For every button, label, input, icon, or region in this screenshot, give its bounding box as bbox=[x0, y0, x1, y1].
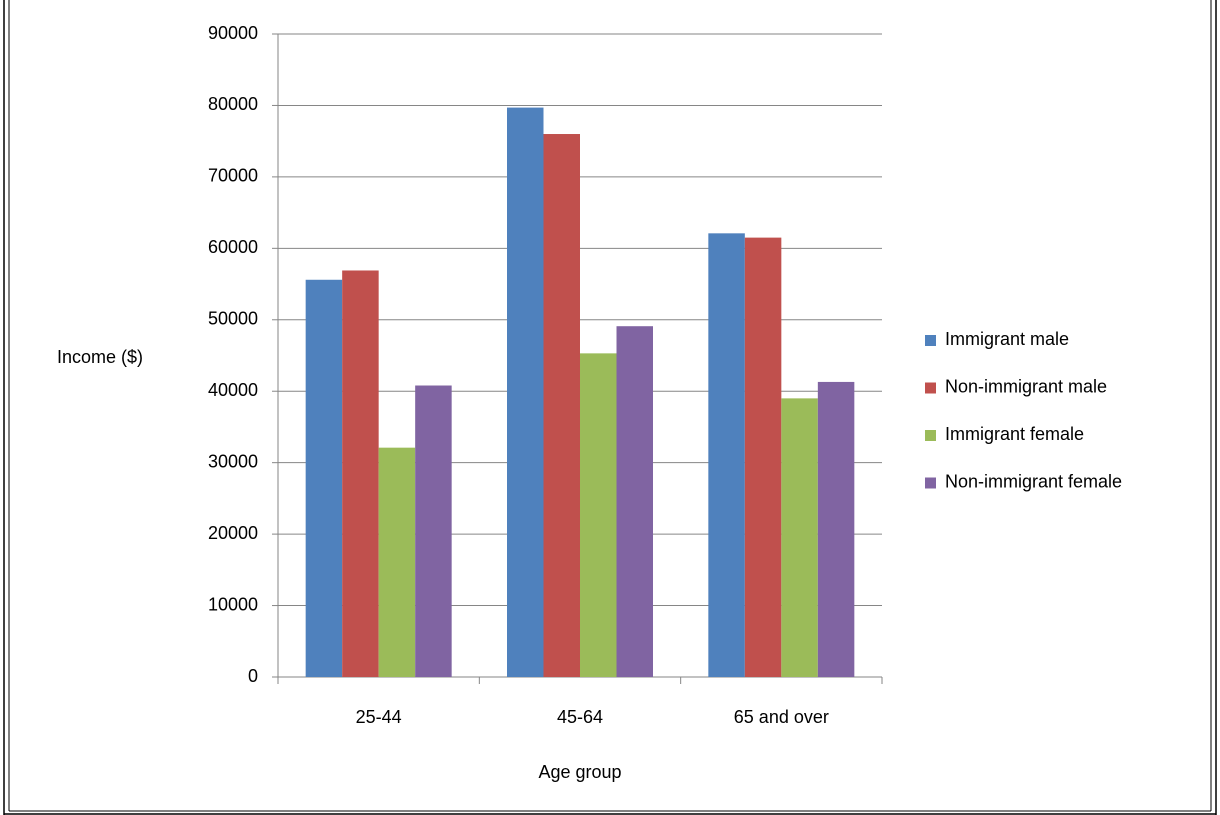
y-tick-label: 0 bbox=[248, 666, 258, 686]
bar bbox=[781, 398, 818, 677]
bar bbox=[708, 233, 745, 677]
y-tick-label: 50000 bbox=[208, 309, 258, 329]
y-tick-label: 80000 bbox=[208, 94, 258, 114]
bar bbox=[378, 447, 416, 677]
x-axis-label: Age group bbox=[538, 762, 621, 782]
bar bbox=[305, 279, 343, 677]
bar bbox=[543, 134, 580, 677]
y-tick-label: 70000 bbox=[208, 166, 258, 186]
bar bbox=[616, 326, 653, 677]
y-tick-label: 40000 bbox=[208, 380, 258, 400]
bar bbox=[817, 381, 855, 677]
bar bbox=[507, 107, 544, 678]
bar bbox=[580, 353, 617, 677]
bar bbox=[342, 270, 379, 677]
x-tick-label: 45-64 bbox=[557, 707, 603, 727]
legend-swatch bbox=[925, 382, 936, 394]
legend-label: Non-immigrant female bbox=[945, 471, 1122, 491]
bar bbox=[744, 237, 782, 677]
legend-swatch bbox=[925, 477, 936, 489]
legend-swatch bbox=[925, 335, 936, 346]
y-tick-label: 20000 bbox=[208, 523, 258, 543]
y-tick-label: 10000 bbox=[208, 594, 258, 614]
y-tick-label: 60000 bbox=[208, 237, 258, 257]
y-tick-label: 30000 bbox=[208, 451, 258, 471]
legend-label: Non-immigrant male bbox=[945, 376, 1107, 396]
legend-swatch bbox=[925, 430, 936, 441]
frame bbox=[3, 0, 1217, 815]
x-tick-label: 65 and over bbox=[734, 707, 829, 727]
bar bbox=[415, 385, 452, 677]
legend-label: Immigrant male bbox=[945, 329, 1069, 349]
y-tick-label: 90000 bbox=[208, 23, 258, 43]
y-axis-label: Income ($) bbox=[57, 347, 143, 367]
x-tick-label: 25-44 bbox=[356, 707, 402, 727]
legend-label: Immigrant female bbox=[945, 424, 1084, 444]
